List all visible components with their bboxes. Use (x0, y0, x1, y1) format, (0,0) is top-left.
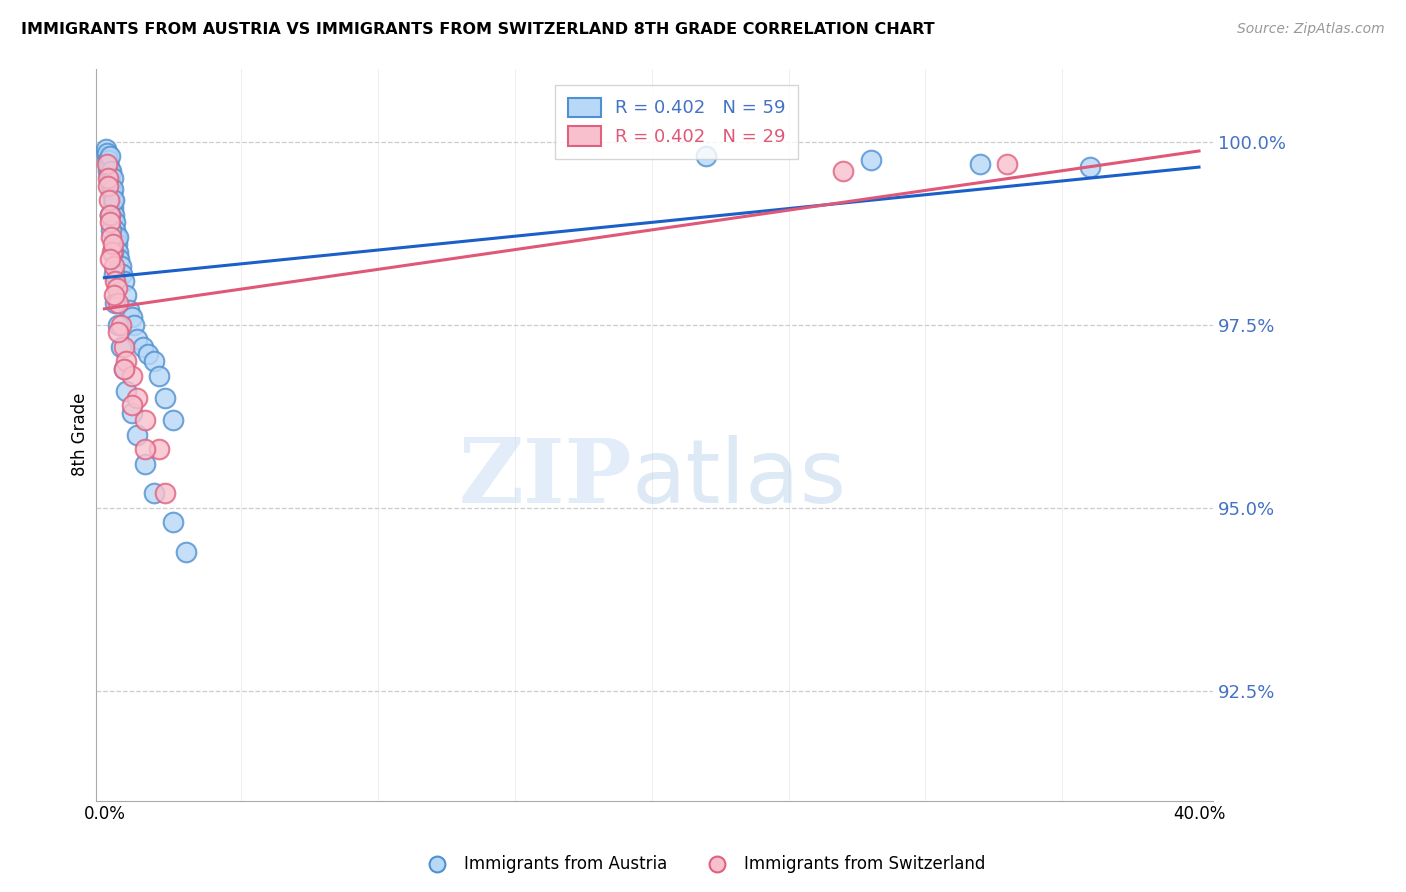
Point (98, 161, 121, 175)
Point (103, 208, 125, 222)
Point (969, 157, 991, 171)
Point (104, 215, 127, 229)
Point (112, 274, 135, 288)
Point (97, 178, 120, 193)
Point (94, 142, 117, 156)
Point (98, 168, 121, 182)
Point (112, 361, 135, 376)
Point (104, 295, 127, 310)
Point (131, 340, 153, 354)
Point (1078, 161, 1101, 175)
Point (101, 201, 124, 215)
Point (103, 194, 125, 208)
Point (100, 230, 122, 244)
Point (121, 406, 143, 420)
Point (103, 288, 125, 302)
Point (101, 171, 124, 186)
Point (96, 149, 118, 163)
Point (695, 149, 717, 163)
Point (121, 310, 143, 325)
Point (115, 354, 138, 368)
Point (101, 186, 124, 200)
Point (142, 354, 165, 368)
Point (103, 259, 125, 273)
Point (107, 318, 129, 332)
Point (100, 171, 122, 186)
Legend: Immigrants from Austria, Immigrants from Switzerland: Immigrants from Austria, Immigrants from… (413, 848, 993, 880)
Point (134, 413, 156, 427)
Y-axis label: 8th Grade: 8th Grade (72, 392, 89, 476)
Point (127, 391, 149, 405)
Point (136, 347, 159, 361)
Point (96, 145, 118, 160)
Point (153, 391, 176, 405)
Point (98, 252, 121, 266)
Point (97, 164, 120, 178)
Point (832, 164, 855, 178)
Text: atlas: atlas (633, 435, 848, 522)
Point (153, 486, 176, 500)
Point (98, 208, 121, 222)
Point (107, 244, 129, 259)
Point (110, 259, 132, 273)
Point (112, 340, 135, 354)
Point (107, 230, 129, 244)
Point (108, 252, 131, 266)
Text: ZIP: ZIP (458, 435, 633, 522)
Point (101, 194, 124, 208)
Text: Source: ZipAtlas.com: Source: ZipAtlas.com (1237, 22, 1385, 37)
Point (104, 274, 127, 288)
Point (97, 157, 120, 171)
Point (100, 178, 122, 193)
Point (859, 153, 882, 167)
Point (105, 281, 128, 295)
Point (115, 384, 138, 398)
Point (107, 295, 129, 310)
Point (107, 325, 129, 339)
Point (111, 267, 134, 281)
Point (101, 182, 124, 196)
Point (104, 230, 127, 244)
Point (134, 442, 156, 457)
Point (96, 157, 118, 171)
Point (110, 340, 132, 354)
Text: IMMIGRANTS FROM AUSTRIA VS IMMIGRANTS FROM SWITZERLAND 8TH GRADE CORRELATION CHA: IMMIGRANTS FROM AUSTRIA VS IMMIGRANTS FR… (21, 22, 935, 37)
Point (100, 222, 122, 236)
Legend: R = 0.402   N = 59, R = 0.402   N = 29: R = 0.402 N = 59, R = 0.402 N = 29 (555, 85, 799, 159)
Point (148, 369, 170, 384)
Point (121, 369, 143, 384)
Point (115, 288, 138, 302)
Point (110, 318, 132, 332)
Point (98, 194, 121, 208)
Point (142, 486, 165, 500)
Point (104, 222, 127, 236)
Point (162, 413, 184, 427)
Point (162, 516, 184, 530)
Point (127, 332, 149, 346)
Point (148, 442, 170, 457)
Point (98, 149, 121, 163)
Point (112, 361, 135, 376)
Point (97, 171, 120, 186)
Point (176, 545, 198, 559)
Point (97, 153, 120, 167)
Point (103, 267, 125, 281)
Point (124, 318, 146, 332)
Point (98, 208, 121, 222)
Point (121, 398, 143, 412)
Point (127, 427, 149, 442)
Point (100, 215, 122, 229)
Point (134, 457, 156, 471)
Point (118, 303, 141, 318)
Point (101, 244, 124, 259)
Point (101, 237, 124, 252)
Point (100, 164, 122, 178)
Point (105, 237, 128, 252)
Point (101, 244, 124, 259)
Point (997, 157, 1019, 171)
